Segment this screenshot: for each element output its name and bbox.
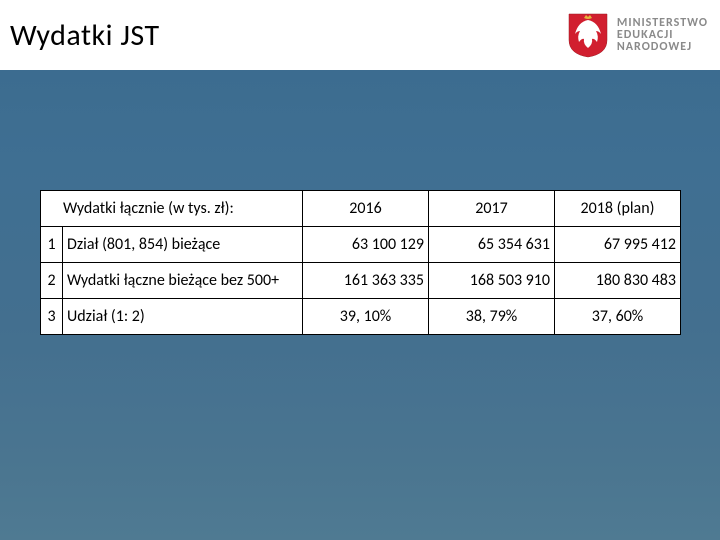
table-row: 1 Dział (801, 854) bieżące 63 100 129 65…	[41, 227, 681, 263]
row-idx: 3	[41, 299, 63, 335]
data-table-container: Wydatki łącznie (w tys. zł): 2016 2017 2…	[40, 190, 680, 335]
cell: 65 354 631	[429, 227, 555, 263]
table-header-row: Wydatki łącznie (w tys. zł): 2016 2017 2…	[41, 191, 681, 227]
cell: 37, 60%	[555, 299, 681, 335]
row-idx: 2	[41, 263, 63, 299]
cell: 38, 79%	[429, 299, 555, 335]
data-table: Wydatki łącznie (w tys. zł): 2016 2017 2…	[40, 190, 681, 335]
col-2017: 2017	[429, 191, 555, 227]
header-bar: Wydatki JST MINISTERSTWO EDUKACJI NARODO…	[0, 0, 720, 70]
row-idx: 1	[41, 227, 63, 263]
table-row: 2 Wydatki łączne bieżące bez 500+ 161 36…	[41, 263, 681, 299]
slide: Wydatki JST MINISTERSTWO EDUKACJI NARODO…	[0, 0, 720, 540]
ministry-text: MINISTERSTWO EDUKACJI NARODOWEJ	[617, 17, 708, 53]
cell: 168 503 910	[429, 263, 555, 299]
cell: 67 995 412	[555, 227, 681, 263]
poland-eagle-emblem-icon	[567, 12, 609, 58]
row-label: Dział (801, 854) bieżące	[63, 227, 303, 263]
cell: 39, 10%	[303, 299, 429, 335]
ministry-logo: MINISTERSTWO EDUKACJI NARODOWEJ	[567, 12, 708, 58]
ministry-line-3: NARODOWEJ	[617, 41, 708, 53]
cell: 63 100 129	[303, 227, 429, 263]
col-2016: 2016	[303, 191, 429, 227]
page-title: Wydatki JST	[10, 17, 160, 54]
cell: 180 830 483	[555, 263, 681, 299]
table-row: 3 Udział (1: 2) 39, 10% 38, 79% 37, 60%	[41, 299, 681, 335]
col-2018: 2018 (plan)	[555, 191, 681, 227]
header-label: Wydatki łącznie (w tys. zł):	[41, 191, 303, 227]
cell: 161 363 335	[303, 263, 429, 299]
row-label: Udział (1: 2)	[63, 299, 303, 335]
row-label: Wydatki łączne bieżące bez 500+	[63, 263, 303, 299]
